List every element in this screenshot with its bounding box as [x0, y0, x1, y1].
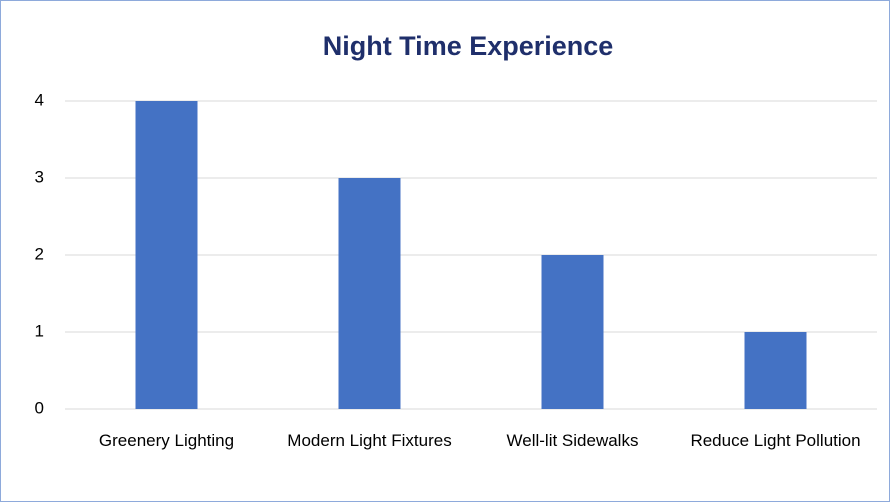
y-tick-label: 1 — [35, 321, 44, 340]
bar — [338, 178, 401, 409]
chart-title: Night Time Experience — [323, 31, 614, 61]
y-tick-label: 0 — [35, 398, 44, 417]
y-tick-label: 4 — [35, 90, 44, 109]
bar — [744, 332, 807, 409]
x-tick-label: Well-lit Sidewalks — [506, 431, 639, 450]
bar — [541, 255, 604, 409]
y-tick-label: 3 — [35, 167, 44, 186]
y-tick-label: 2 — [35, 244, 44, 263]
x-tick-label: Modern Light Fixtures — [287, 431, 452, 450]
bar — [135, 101, 198, 409]
x-tick-label: Reduce Light Pollution — [690, 431, 861, 450]
x-tick-label: Greenery Lighting — [98, 431, 235, 450]
